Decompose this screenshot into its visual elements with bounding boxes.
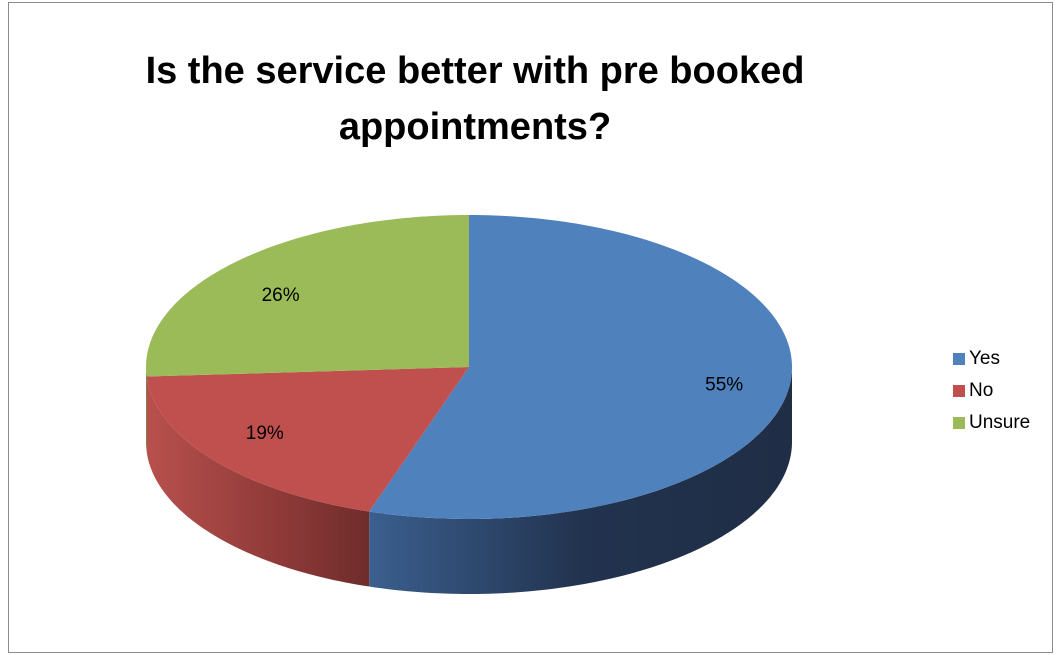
pie-slice-yes [369, 215, 792, 519]
legend-swatch-unsure [953, 417, 965, 429]
chart-title: Is the service better with pre booked ap… [9, 43, 941, 155]
legend-swatch-yes [953, 353, 965, 365]
legend-label-yes: Yes [969, 348, 1000, 369]
chart-title-line-2: appointments? [338, 106, 612, 148]
data-label-yes: 55% [705, 375, 743, 396]
legend-swatch-no [953, 385, 965, 397]
legend-label-unsure: Unsure [969, 412, 1031, 433]
pie-side-no [146, 376, 370, 587]
legend-item-no: No [953, 375, 1030, 407]
legend: Yes No Unsure [953, 343, 1030, 439]
pie-slice-unsure [146, 215, 469, 377]
data-label-no: 19% [246, 423, 284, 444]
data-label-unsure: 26% [262, 285, 300, 306]
pie-slice-no [146, 367, 469, 512]
pie-side-unsure [146, 367, 147, 452]
legend-label-no: No [969, 380, 994, 401]
pie-plot: 55% 19% 26% [146, 215, 792, 594]
legend-item-yes: Yes [953, 343, 1030, 375]
legend-item-unsure: Unsure [953, 407, 1030, 439]
pie-side-yes [369, 367, 792, 594]
chart-title-line-1: Is the service better with pre booked [145, 50, 805, 92]
chart-area: Is the service better with pre booked ap… [8, 2, 1053, 653]
